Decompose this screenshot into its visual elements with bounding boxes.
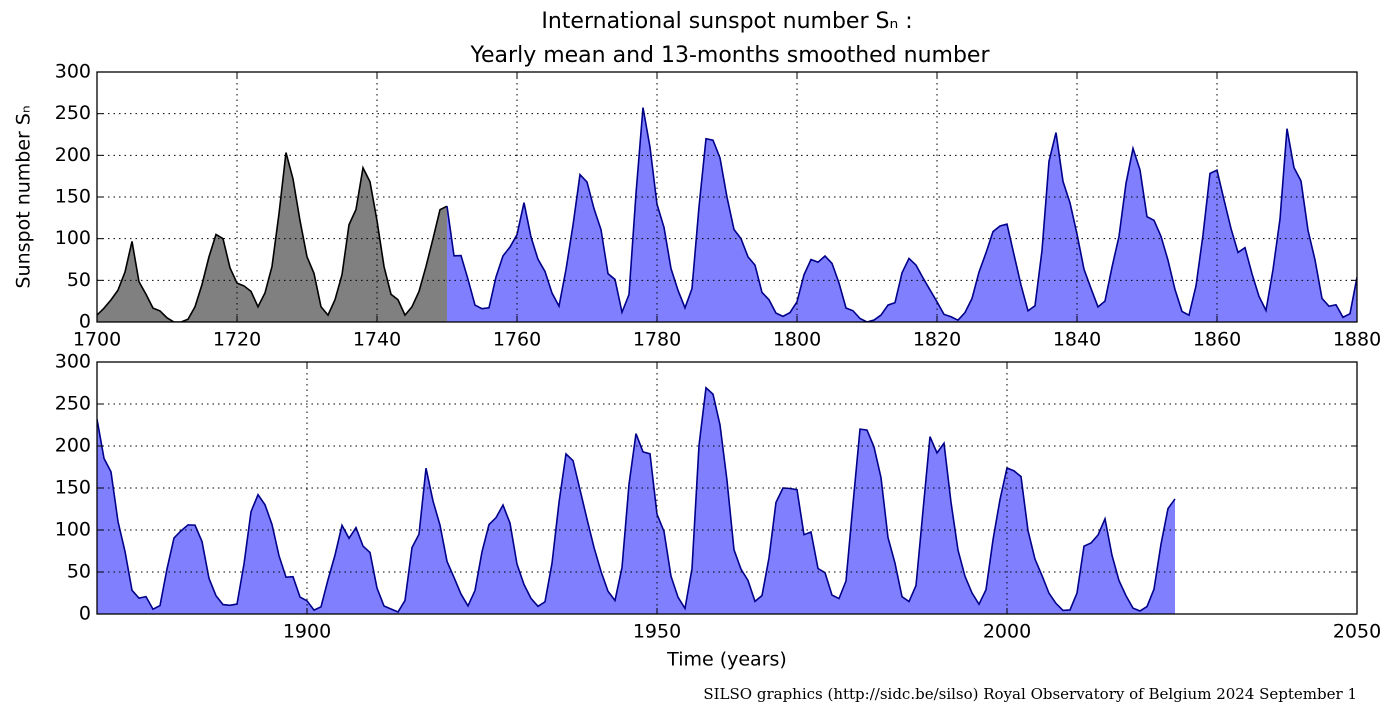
x-axis-label: Time (years) xyxy=(666,649,787,671)
plot-frame xyxy=(96,361,1358,615)
x-tick-label: 1740 xyxy=(353,329,401,351)
y-tick-label: 150 xyxy=(55,477,91,499)
area-fill xyxy=(97,152,447,322)
y-tick-label: 250 xyxy=(55,102,91,124)
x-tick-label: 1950 xyxy=(633,621,681,643)
x-tick-label: 1880 xyxy=(1333,329,1381,351)
plot-area xyxy=(97,386,1176,614)
y-tick-label: 0 xyxy=(79,311,91,333)
y-tick-label: 300 xyxy=(55,61,91,83)
chart-title: International sunspot number Sₙ : xyxy=(541,9,912,34)
y-tick-label: 0 xyxy=(79,603,91,625)
x-tick-label: 2000 xyxy=(983,621,1031,643)
area-fill xyxy=(447,107,1357,322)
y-tick-label: 100 xyxy=(55,227,91,249)
x-tick-label: 1800 xyxy=(773,329,821,351)
x-tick-label: 1900 xyxy=(283,621,331,643)
x-tick-label: 1720 xyxy=(213,329,261,351)
y-tick-label: 200 xyxy=(55,435,91,457)
x-tick-label: 1780 xyxy=(633,329,681,351)
area-line xyxy=(97,386,1176,613)
chart-subtitle: Yearly mean and 13-months smoothed numbe… xyxy=(470,43,991,68)
footer: SILSO graphics (http://sidc.be/silso) Ro… xyxy=(703,685,1357,703)
x-tick-label: 1820 xyxy=(913,329,961,351)
x-tick-label: 1700 xyxy=(73,329,121,351)
x-tick-label: 2050 xyxy=(1333,621,1381,643)
y-tick-label: 100 xyxy=(55,519,91,541)
y-tick-label: 50 xyxy=(67,561,91,583)
plot-area xyxy=(97,107,1357,322)
y-tick-label: 250 xyxy=(55,393,91,415)
plot-frame xyxy=(96,71,1358,323)
y-tick-label: 200 xyxy=(55,144,91,166)
area-fill xyxy=(97,387,1175,614)
area-line xyxy=(446,107,1357,322)
x-tick-label: 1760 xyxy=(493,329,541,351)
y-tick-label: 150 xyxy=(55,186,91,208)
y-tick-label: 50 xyxy=(67,269,91,291)
x-tick-label: 1860 xyxy=(1193,329,1241,351)
area-line xyxy=(97,152,448,322)
y-axis-label: Sunspot number Sₙ xyxy=(13,105,35,288)
x-tick-label: 1840 xyxy=(1053,329,1101,351)
y-tick-label: 300 xyxy=(55,351,91,373)
